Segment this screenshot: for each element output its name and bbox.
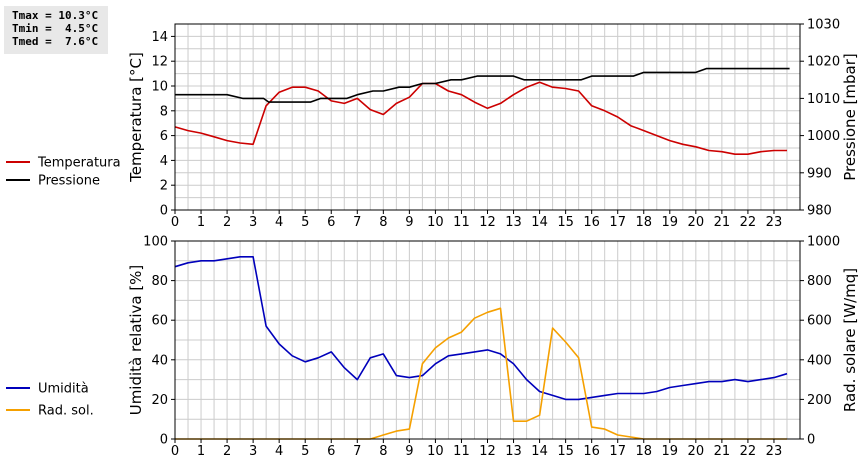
axis-labels: Temperatura [°C] Pressione [mbar] Umidità … <box>127 52 859 415</box>
y-right-axis-label: Rad. solare [W/mq] <box>841 268 859 412</box>
x-tick-label: 1 <box>197 444 205 459</box>
x-tick-label: 19 <box>662 215 679 230</box>
x-tick-label: 20 <box>688 444 705 459</box>
ticks-bot: 0 1 2 3 4 5 6 7 8 9 10 11 12 13 14 15 16 17 18 19 20 21 22 2302… <box>143 235 840 460</box>
legend-label: Rad. sol. <box>38 404 94 419</box>
x-tick-label: 15 <box>557 444 574 459</box>
x-tick-label: 9 <box>405 215 413 230</box>
y-right-tick-label: 800 <box>807 274 832 289</box>
y-left-tick-label: 60 <box>151 314 168 329</box>
x-tick-label: 8 <box>379 444 387 459</box>
grid-top <box>174 23 801 211</box>
y-left-tick-label: 4 <box>160 154 168 169</box>
x-tick-label: 19 <box>662 444 679 459</box>
x-tick-label: 4 <box>275 215 283 230</box>
x-tick-label: 12 <box>479 215 496 230</box>
x-tick-label: 18 <box>635 444 652 459</box>
y-left-axis-label: Temperatura [°C] <box>127 52 145 183</box>
x-tick-label: 13 <box>505 444 522 459</box>
y-right-tick-label: 600 <box>807 314 832 329</box>
y-left-tick-label: 8 <box>160 104 168 119</box>
x-tick-label: 6 <box>327 444 335 459</box>
y-left-tick-label: 6 <box>160 129 168 144</box>
stats-box: Tmax = 10.3°C Tmin = 4.5°C Tmed = 7.6°C <box>4 6 108 54</box>
y-right-tick-label: 1000 <box>807 129 840 144</box>
x-tick-label: 21 <box>714 215 731 230</box>
y-right-tick-label: 1000 <box>807 235 840 250</box>
x-tick-label: 10 <box>427 444 444 459</box>
x-tick-label: 21 <box>714 444 731 459</box>
x-tick-label: 20 <box>688 215 705 230</box>
y-left-tick-label: 2 <box>160 179 168 194</box>
y-right-tick-label: 400 <box>807 353 832 368</box>
legend-label: Pressione <box>38 174 100 189</box>
y-right-tick-label: 1020 <box>807 55 840 70</box>
x-tick-label: 10 <box>427 215 444 230</box>
x-tick-label: 6 <box>327 215 335 230</box>
x-tick-label: 18 <box>635 215 652 230</box>
x-tick-label: 3 <box>249 215 257 230</box>
stat-tmed: Tmed = 7.6°C <box>12 35 99 48</box>
x-tick-label: 1 <box>197 215 205 230</box>
y-left-tick-label: 80 <box>151 274 168 289</box>
x-tick-label: 12 <box>479 444 496 459</box>
x-tick-label: 23 <box>766 444 783 459</box>
x-tick-label: 14 <box>531 444 548 459</box>
series-line <box>175 67 790 103</box>
x-tick-label: 14 <box>531 215 548 230</box>
x-tick-label: 2 <box>223 444 231 459</box>
y-right-tick-label: 200 <box>807 393 832 408</box>
y-left-tick-label: 100 <box>143 235 168 250</box>
x-tick-label: 13 <box>505 215 522 230</box>
y-left-tick-label: 0 <box>160 433 168 448</box>
series-line <box>175 307 787 440</box>
x-tick-label: 22 <box>740 215 757 230</box>
legend: Temperatura Pressione Umidità Rad. sol. <box>6 156 121 419</box>
stat-tmin: Tmin = 4.5°C <box>12 22 99 35</box>
y-left-tick-label: 20 <box>151 393 168 408</box>
y-right-tick-label: 0 <box>807 433 815 448</box>
y-left-tick-label: 12 <box>151 55 168 70</box>
y-right-tick-label: 990 <box>807 166 832 181</box>
x-tick-label: 0 <box>171 215 179 230</box>
x-tick-label: 3 <box>249 444 257 459</box>
x-tick-label: 4 <box>275 444 283 459</box>
x-tick-label: 7 <box>353 215 361 230</box>
x-tick-label: 16 <box>583 444 600 459</box>
stat-tmax: Tmax = 10.3°C <box>12 9 99 22</box>
series-bot <box>174 255 788 440</box>
grid-bot <box>174 240 801 440</box>
legend-label: Temperatura <box>37 156 121 171</box>
x-tick-label: 8 <box>379 215 387 230</box>
x-tick-label: 11 <box>453 215 470 230</box>
x-tick-label: 5 <box>301 215 309 230</box>
x-tick-label: 5 <box>301 444 309 459</box>
y-left-tick-label: 10 <box>151 80 168 95</box>
x-tick-label: 15 <box>557 215 574 230</box>
y-left-tick-label: 40 <box>151 353 168 368</box>
y-left-tick-label: 0 <box>160 204 168 219</box>
series-line <box>174 81 787 155</box>
x-tick-label: 9 <box>405 444 413 459</box>
x-tick-label: 7 <box>353 444 361 459</box>
x-tick-label: 22 <box>740 444 757 459</box>
series-top <box>174 67 790 155</box>
ticks-top: 0 1 2 3 4 5 6 7 8 9 10 11 12 13 14 15 16 17 18 19 20 21 22 2302… <box>151 18 840 231</box>
y-right-tick-label: 1010 <box>807 92 840 107</box>
y-left-axis-label: Umidità relativa [%] <box>127 265 145 416</box>
x-tick-label: 0 <box>171 444 179 459</box>
y-right-axis-label: Pressione [mbar] <box>841 53 859 181</box>
x-tick-label: 17 <box>609 444 626 459</box>
x-tick-label: 16 <box>583 215 600 230</box>
y-right-tick-label: 1030 <box>807 18 840 33</box>
x-tick-label: 2 <box>223 215 231 230</box>
x-tick-label: 11 <box>453 444 470 459</box>
legend-label: Umidità <box>38 382 89 397</box>
x-tick-label: 23 <box>766 215 783 230</box>
series-line <box>174 255 788 401</box>
x-tick-label: 17 <box>609 215 626 230</box>
y-right-tick-label: 980 <box>807 204 832 219</box>
y-left-tick-label: 14 <box>151 30 168 45</box>
